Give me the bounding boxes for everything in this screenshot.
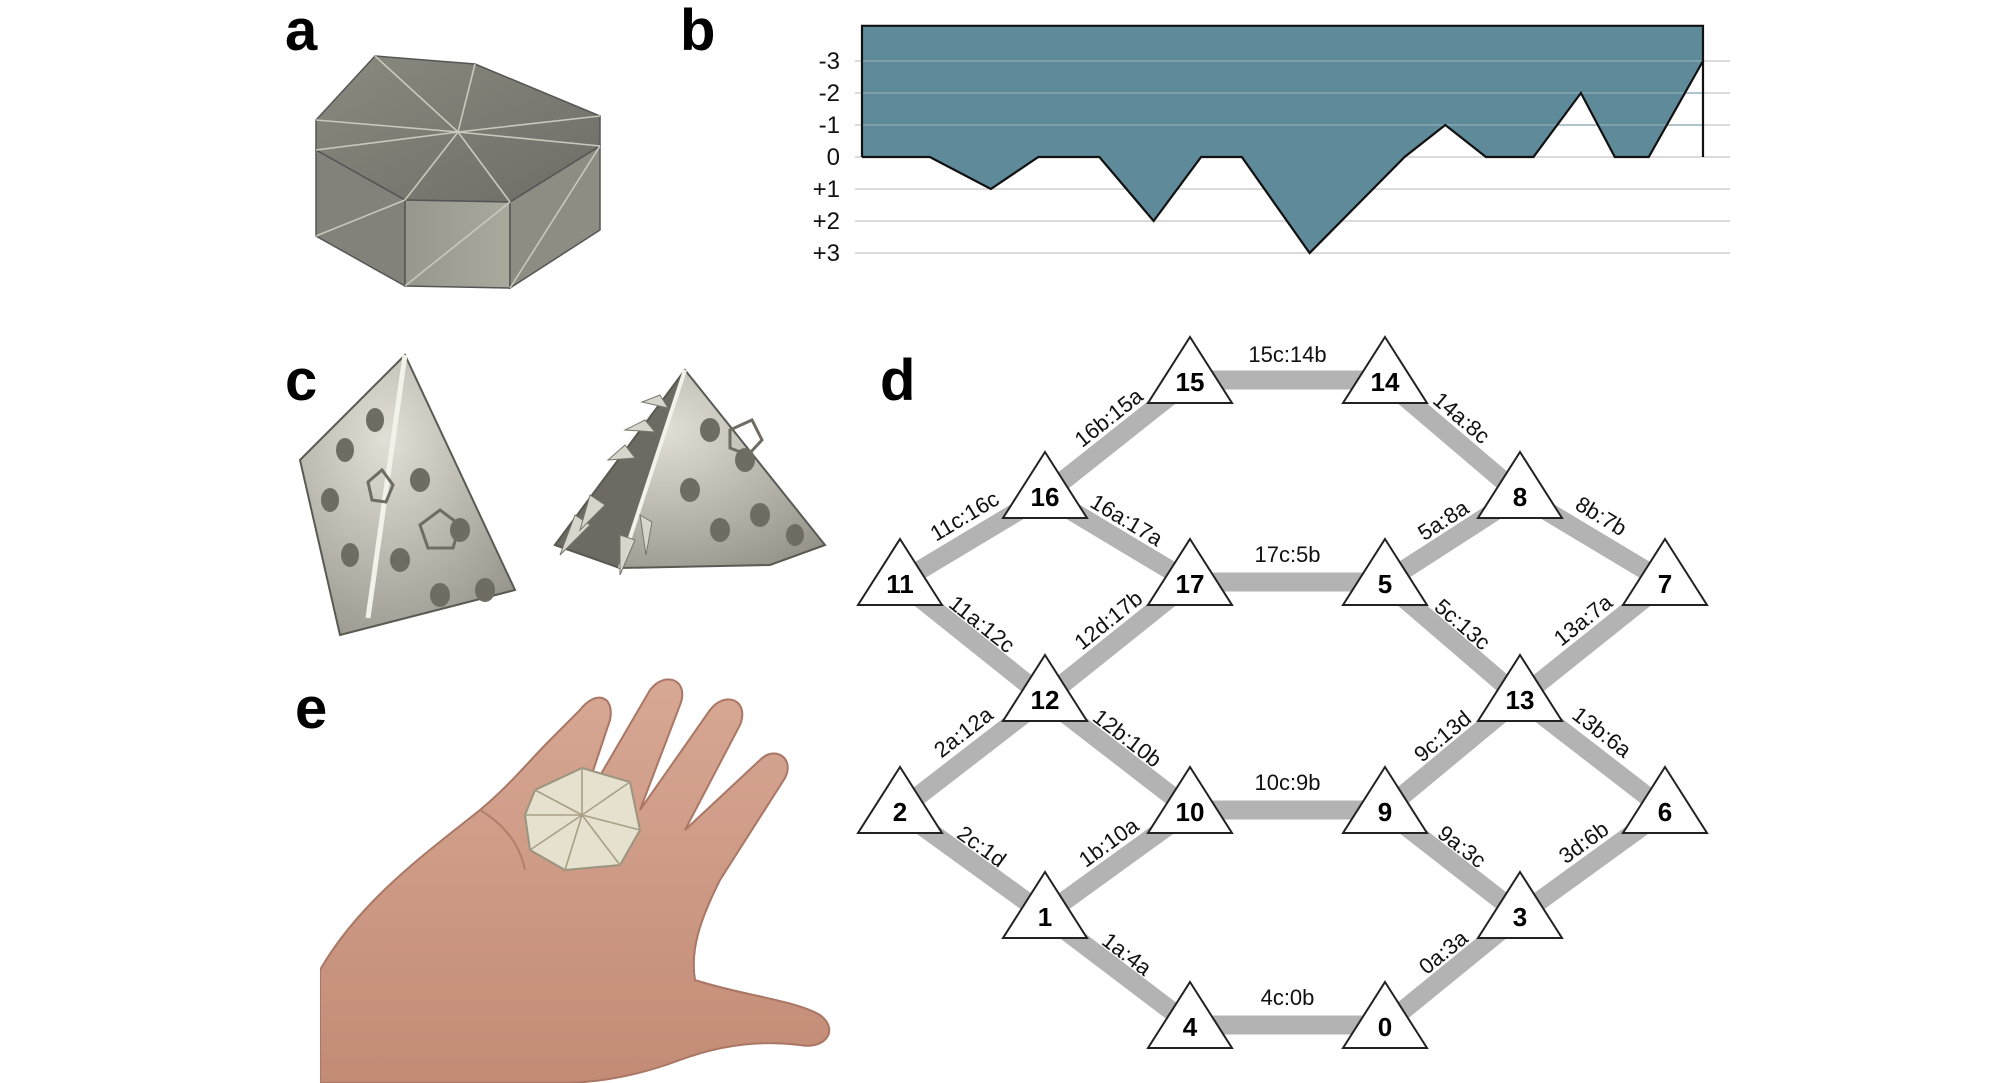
node-triangle <box>1341 980 1429 1049</box>
graph-node: 2 <box>856 765 944 834</box>
node-triangle <box>1146 765 1234 834</box>
y-tick-label: -1 <box>819 112 840 139</box>
graph-node: 12 <box>1001 653 1089 722</box>
node-label: 3 <box>1513 902 1527 932</box>
series-line <box>862 60 1704 255</box>
tetrahedral-piece-illustration <box>298 353 827 637</box>
node-triangle <box>1146 980 1234 1049</box>
node-triangle <box>1146 335 1234 404</box>
graph-node: 10 <box>1146 765 1234 834</box>
area-outline <box>860 24 1705 157</box>
panel-letter-b: b <box>680 0 716 63</box>
graph-node: 7 <box>1621 537 1709 606</box>
node-triangle <box>1146 537 1234 606</box>
graph-node: 11 <box>856 537 944 606</box>
y-tick-label: 0 <box>827 144 840 171</box>
graph-node: 17 <box>1146 537 1234 606</box>
node-label: 2 <box>893 797 907 827</box>
node-label: 1 <box>1038 902 1052 932</box>
node-label: 6 <box>1658 797 1672 827</box>
panel-letter-a: a <box>285 0 318 63</box>
y-tick-label: -2 <box>819 80 840 107</box>
node-label: 9 <box>1378 797 1392 827</box>
node-label: 8 <box>1513 482 1527 512</box>
node-triangle <box>1001 450 1089 519</box>
node-triangle <box>1476 870 1564 939</box>
graph-node: 8 <box>1476 450 1564 519</box>
y-tick-label: +3 <box>813 240 840 267</box>
node-label: 11 <box>886 569 914 599</box>
node-triangle <box>1476 450 1564 519</box>
graph-node: 1 <box>1001 870 1089 939</box>
node-triangle <box>1001 870 1089 939</box>
node-triangle <box>1341 335 1429 404</box>
node-label: 17 <box>1176 569 1205 599</box>
node-triangle <box>1341 765 1429 834</box>
panel-letter-c: c <box>285 348 318 413</box>
node-label: 14 <box>1371 367 1400 397</box>
y-tick-label: +2 <box>813 208 840 235</box>
graph-node: 4 <box>1146 980 1234 1049</box>
octagonal-prism-illustration <box>315 55 601 290</box>
area-series <box>862 25 1703 253</box>
node-label: 10 <box>1176 797 1205 827</box>
hand-with-assembled-prism-photo <box>320 678 831 1083</box>
node-label: 13 <box>1506 685 1535 715</box>
edge-label: 15c:14b <box>1248 342 1326 367</box>
panel-letter-e: e <box>295 676 328 741</box>
graph-node: 6 <box>1621 765 1709 834</box>
graph-node: 3 <box>1476 870 1564 939</box>
node-triangle <box>1476 653 1564 722</box>
edge-label: 17c:5b <box>1254 542 1320 567</box>
node-triangle <box>1341 537 1429 606</box>
angle-profile-chart: -3 -2 -1 0 +1 +2 +3 <box>813 24 1730 267</box>
panel-letter-d: d <box>880 348 916 413</box>
y-tick-label: -3 <box>819 48 840 75</box>
node-label: 5 <box>1378 569 1392 599</box>
edge-label: 10c:9b <box>1254 770 1320 795</box>
graph-node: 0 <box>1341 980 1429 1049</box>
node-triangle <box>1001 653 1089 722</box>
graph-node: 13 <box>1476 653 1564 722</box>
node-label: 4 <box>1183 1012 1198 1042</box>
node-triangle <box>1621 537 1709 606</box>
node-label: 0 <box>1378 1012 1392 1042</box>
graph-node: 5 <box>1341 537 1429 606</box>
node-label: 15 <box>1176 367 1205 397</box>
graph-node: 16 <box>1001 450 1089 519</box>
graph-node: 14 <box>1341 335 1429 404</box>
graph-node: 15 <box>1146 335 1234 404</box>
node-triangle <box>856 765 944 834</box>
node-triangle <box>856 537 944 606</box>
node-triangle <box>1621 765 1709 834</box>
graph-node: 9 <box>1341 765 1429 834</box>
edge-label: 4c:0b <box>1261 985 1315 1010</box>
node-label: 7 <box>1658 569 1672 599</box>
node-label: 16 <box>1031 482 1060 512</box>
node-label: 12 <box>1031 685 1060 715</box>
y-tick-label: +1 <box>813 176 840 203</box>
